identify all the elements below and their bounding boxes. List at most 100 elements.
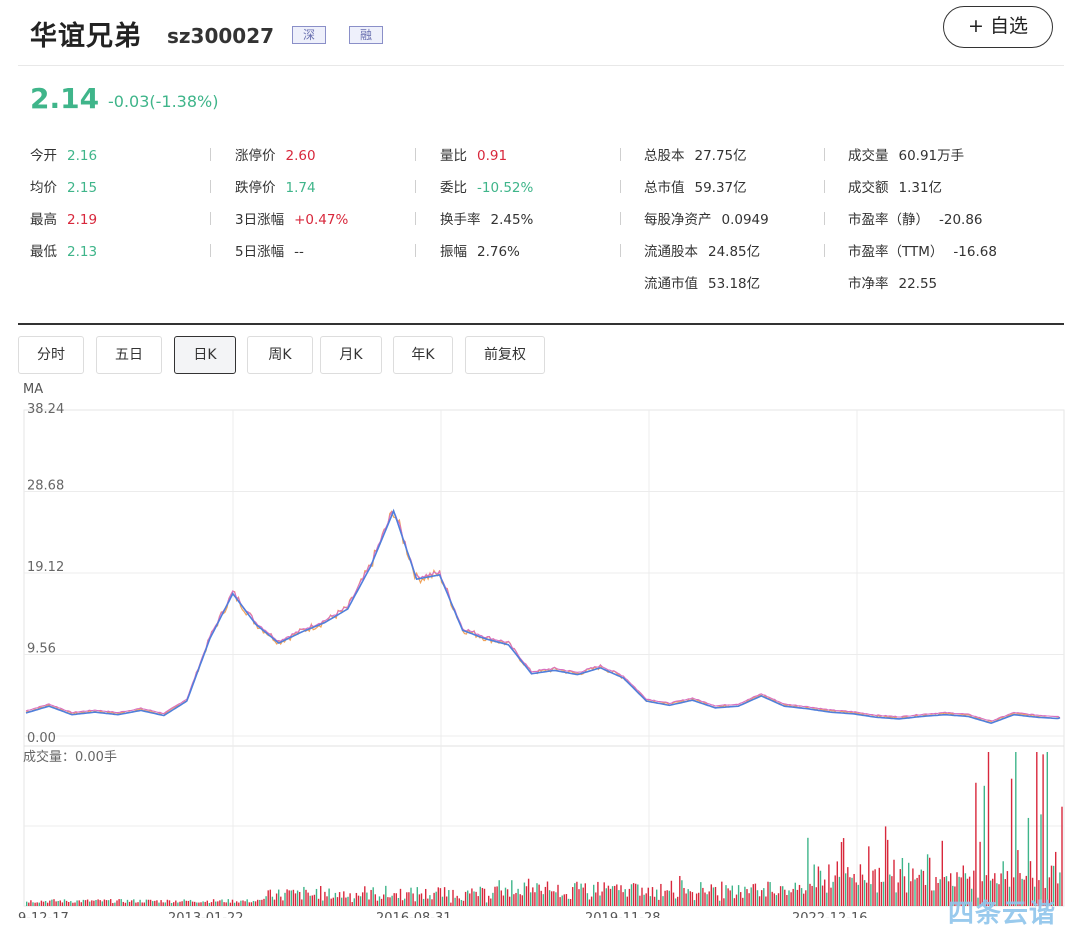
volume-bar (479, 886, 481, 906)
volume-bar (408, 892, 410, 906)
volume-bar (880, 881, 883, 906)
volume-bar (1010, 778, 1013, 906)
volume-bar (292, 889, 295, 906)
volume-bar (700, 882, 702, 906)
stat-label: 振幅 (440, 244, 467, 260)
volume-bar (494, 886, 496, 906)
volume-bar (103, 899, 106, 906)
volume-bar (492, 892, 494, 906)
kline-chart[interactable]: 38.24 28.68 19.12 9.56 0.00 成交量：0.00手 9-12-17 2… (0, 398, 1080, 918)
volume-bar (954, 886, 956, 906)
volume-bar (601, 891, 603, 906)
volume-bar (44, 900, 47, 906)
volume-bar (922, 870, 925, 906)
volume-bar (372, 887, 374, 906)
volume-bar (338, 892, 341, 906)
stat-label: 量比 (440, 148, 467, 164)
volume-bar (662, 896, 664, 906)
volume-bar (548, 890, 551, 906)
volume-bar (225, 902, 227, 906)
volume-bar (750, 887, 752, 906)
volume-bar (968, 876, 971, 906)
stat-value: 2.76% (477, 244, 520, 260)
stat-label: 总市值 (644, 180, 685, 196)
stat-label: 5日涨幅 (235, 244, 285, 260)
x-tick-label: 2016-08-31 (376, 911, 452, 918)
volume-bar (70, 901, 72, 906)
volume-bar (607, 885, 610, 906)
volume-bar (462, 900, 465, 906)
volume-bar (620, 885, 622, 906)
volume-bar (628, 888, 631, 906)
volume-bar (30, 900, 32, 906)
tab-2[interactable]: 日K (174, 336, 236, 374)
volume-bar (250, 902, 253, 906)
volume-bar (943, 877, 946, 906)
volume-bar (185, 900, 187, 906)
volume-bar (817, 866, 820, 906)
volume-bar (49, 900, 51, 906)
volume-bar (284, 892, 286, 906)
volume-bar (767, 881, 769, 906)
volume-bar (551, 891, 553, 906)
volume-bar (792, 888, 794, 906)
volume-bar (674, 898, 677, 906)
volume-bar (653, 896, 656, 906)
volume-bar (116, 900, 118, 906)
stat-separator (824, 148, 825, 161)
volume-bar (114, 902, 116, 906)
volume-bar (223, 902, 225, 906)
stat-label: 流通股本 (644, 244, 698, 260)
stat-value: 27.75亿 (694, 148, 747, 164)
volume-bar (464, 891, 467, 906)
volume-bar (716, 895, 719, 906)
volume-bar (824, 879, 826, 906)
volume-bar (691, 892, 694, 906)
volume-bar (693, 900, 696, 906)
stat-item: 市盈率（TTM） -16.68 (848, 240, 997, 260)
ma-line-20 (25, 508, 1061, 725)
volume-bar (294, 893, 297, 906)
volume-bar (721, 881, 723, 906)
volume-bar (994, 873, 996, 906)
volume-bar (416, 887, 418, 906)
ma-label: MA (23, 382, 44, 397)
tab-6[interactable]: 前复权 (465, 336, 545, 374)
stat-label: 今开 (30, 148, 57, 164)
volume-bar (989, 880, 992, 906)
volume-bar (800, 888, 803, 906)
volume-bar (1017, 850, 1019, 906)
volume-bar (853, 873, 855, 906)
volume-bar (966, 878, 969, 906)
volume-bar (95, 899, 97, 906)
volume-bar (842, 838, 845, 906)
volume-bar (849, 877, 851, 906)
volume-bar (746, 889, 748, 906)
stat-item: 委比 -10.52% (440, 176, 533, 196)
volume-bar (317, 898, 320, 906)
volume-bar (851, 877, 853, 906)
volume-bar (40, 900, 43, 906)
y-tick-label: 28.68 (27, 479, 64, 494)
volume-bar (383, 894, 385, 906)
volume-bar (36, 902, 38, 906)
volume-bar (498, 880, 500, 906)
tab-0[interactable]: 分时 (18, 336, 84, 374)
add-watchlist-button[interactable]: + 自选 (943, 6, 1053, 48)
volume-bar (189, 899, 192, 906)
volume-bar (357, 895, 360, 906)
tab-3[interactable]: 周K (247, 336, 313, 374)
volume-bar (1004, 879, 1006, 906)
volume-bar (450, 902, 452, 906)
volume-bar (324, 891, 326, 906)
stat-label: 最高 (30, 212, 57, 228)
volume-bar (729, 890, 731, 906)
volume-bar (660, 883, 662, 906)
tab-4[interactable]: 月K (320, 336, 382, 374)
tab-1[interactable]: 五日 (96, 336, 162, 374)
stat-value: 53.18亿 (708, 276, 761, 292)
tab-5[interactable]: 年K (393, 336, 453, 374)
volume-bar (952, 885, 954, 906)
volume-bar (131, 900, 133, 906)
volume-bar (181, 901, 183, 906)
